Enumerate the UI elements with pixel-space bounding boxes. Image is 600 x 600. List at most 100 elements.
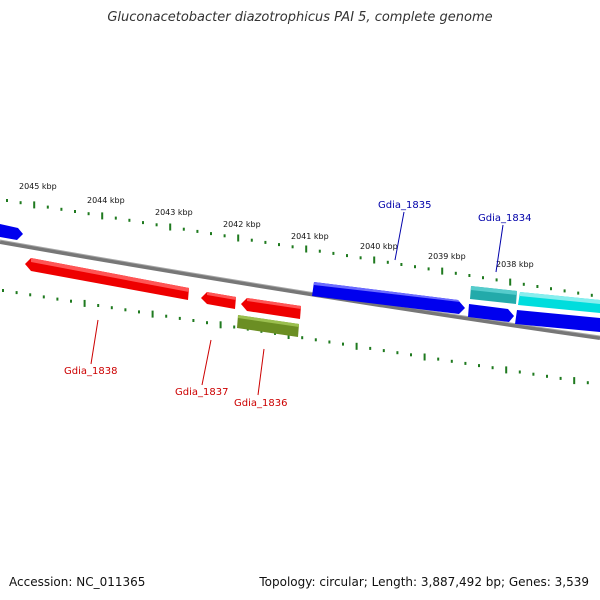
minor-tick xyxy=(155,223,158,227)
minor-tick xyxy=(42,295,45,299)
minor-tick xyxy=(223,234,226,238)
minor-tick xyxy=(318,249,321,253)
minor-tick xyxy=(60,207,63,211)
minor-tick xyxy=(482,276,484,280)
gene-feature[interactable] xyxy=(0,224,23,240)
tick-label: 2040 kbp xyxy=(360,242,398,251)
minor-tick xyxy=(427,267,430,271)
minor-tick xyxy=(346,254,348,258)
minor-tick xyxy=(359,256,362,260)
minor-tick xyxy=(178,316,181,320)
gene-feature[interactable] xyxy=(468,304,514,322)
minor-tick xyxy=(518,370,521,374)
major-tick xyxy=(505,366,508,374)
tick-label: 2041 kbp xyxy=(291,232,329,241)
major-tick xyxy=(33,201,36,209)
accession-text: Accession: NC_011365 xyxy=(9,575,146,589)
major-tick xyxy=(169,223,172,231)
minor-tick xyxy=(586,381,589,385)
tick-label: 2039 kbp xyxy=(428,252,466,261)
minor-tick xyxy=(410,353,412,357)
minor-tick xyxy=(74,210,76,213)
minor-tick xyxy=(450,359,453,363)
forward-genes xyxy=(0,224,600,332)
gene-label-gdia-1837[interactable]: Gdia_1837 xyxy=(175,387,228,398)
minor-tick xyxy=(250,238,253,242)
minor-tick xyxy=(210,232,212,236)
minor-tick xyxy=(314,338,317,342)
tick-labels: 2045 kbp 2044 kbp 2043 kbp 2042 kbp 2041… xyxy=(19,182,534,269)
gene-feature[interactable] xyxy=(312,282,465,314)
minor-tick xyxy=(124,308,127,312)
major-tick xyxy=(423,353,426,361)
minor-tick xyxy=(233,325,236,329)
reverse-genes xyxy=(25,258,301,337)
genome-backbone xyxy=(0,240,600,340)
minor-tick xyxy=(478,364,480,368)
minor-tick xyxy=(2,289,4,292)
minor-tick xyxy=(536,285,539,288)
gene-label-gdia-1838[interactable]: Gdia_1838 xyxy=(64,366,117,377)
major-tick xyxy=(355,342,358,350)
minor-tick xyxy=(386,260,389,264)
minor-tick xyxy=(15,291,18,295)
minor-tick xyxy=(46,205,49,209)
gene-feature[interactable] xyxy=(241,298,301,319)
minor-tick xyxy=(454,271,457,275)
tick-label: 2045 kbp xyxy=(19,182,57,191)
major-tick xyxy=(237,234,240,242)
minor-tick xyxy=(6,199,8,202)
minor-tick xyxy=(182,227,185,231)
minor-tick xyxy=(196,229,199,233)
minor-tick xyxy=(128,218,131,222)
minor-tick xyxy=(590,293,593,297)
minor-tick xyxy=(563,289,566,293)
label-connectors xyxy=(90,211,504,396)
major-tick xyxy=(151,310,154,318)
gene-label-gdia-1836[interactable]: Gdia_1836 xyxy=(234,398,287,409)
major-tick xyxy=(373,256,376,264)
tick-row-outer xyxy=(6,199,593,297)
minor-tick xyxy=(396,351,399,355)
minor-tick xyxy=(369,346,372,350)
minor-tick xyxy=(87,212,90,216)
minor-tick xyxy=(56,297,59,301)
minor-tick xyxy=(97,304,100,307)
minor-tick xyxy=(19,201,22,205)
minor-tick xyxy=(414,265,416,269)
major-tick xyxy=(101,212,104,220)
gene-label-gdia-1835[interactable]: Gdia_1835 xyxy=(378,200,431,211)
gene-feature[interactable] xyxy=(515,310,600,332)
minor-tick xyxy=(110,306,113,310)
minor-tick xyxy=(491,366,494,370)
minor-tick xyxy=(192,319,195,322)
minor-tick xyxy=(142,221,144,225)
minor-tick xyxy=(468,274,471,277)
minor-tick xyxy=(342,342,344,346)
major-tick xyxy=(441,267,444,275)
major-tick xyxy=(573,377,576,385)
minor-tick xyxy=(328,340,331,344)
minor-tick xyxy=(70,299,72,303)
minor-tick xyxy=(138,310,140,314)
minor-tick xyxy=(114,216,117,220)
minor-tick xyxy=(332,251,335,255)
minor-tick xyxy=(29,293,32,297)
tick-label: 2042 kbp xyxy=(223,220,261,229)
minor-tick xyxy=(278,243,280,247)
gene-feature[interactable] xyxy=(237,315,299,337)
minor-tick xyxy=(522,282,525,286)
tick-label: 2044 kbp xyxy=(87,196,125,205)
minor-tick xyxy=(382,349,385,353)
minor-tick xyxy=(495,278,498,282)
gene-label-gdia-1834[interactable]: Gdia_1834 xyxy=(478,213,531,224)
tick-label: 2043 kbp xyxy=(155,208,193,217)
major-tick xyxy=(219,321,222,329)
minor-tick xyxy=(532,372,535,376)
minor-tick xyxy=(264,240,267,244)
major-tick xyxy=(83,299,86,307)
minor-tick xyxy=(577,291,580,295)
map-title: Gluconacetobacter diazotrophicus PAI 5, … xyxy=(107,10,493,25)
minor-tick xyxy=(550,287,552,291)
